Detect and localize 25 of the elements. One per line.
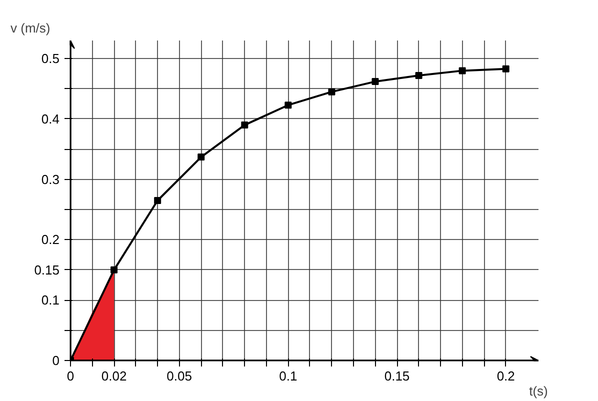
x-tick-label: 0.05	[166, 368, 192, 384]
point	[502, 65, 510, 72]
point	[372, 78, 379, 86]
x-tick-label: 0	[66, 368, 74, 384]
y-tick-label: 0.4	[41, 111, 60, 126]
x-tick-label: 0.1	[279, 368, 298, 384]
y-tick-label: 0.5	[41, 51, 60, 66]
point	[284, 102, 292, 109]
point	[415, 72, 422, 80]
x-tick-label: 0.2	[496, 368, 515, 384]
point	[328, 88, 336, 96]
point	[458, 67, 466, 74]
x-tick-label: 0.02	[101, 368, 127, 384]
y-tick-label: 0.2	[41, 232, 60, 248]
y-tick-label: 0	[52, 353, 60, 368]
point	[198, 154, 205, 161]
y-axis-title: v (m/s)	[10, 20, 50, 36]
y-tick-label: 0.3	[41, 172, 60, 187]
y-tick-label: 0.15	[34, 262, 60, 278]
point	[110, 266, 118, 274]
y-tick-label: 0.1	[41, 292, 60, 308]
x-tick-label: 0.15	[384, 368, 410, 384]
point	[154, 197, 162, 204]
point	[241, 122, 248, 129]
x-axis-title: t(s)	[529, 384, 548, 398]
